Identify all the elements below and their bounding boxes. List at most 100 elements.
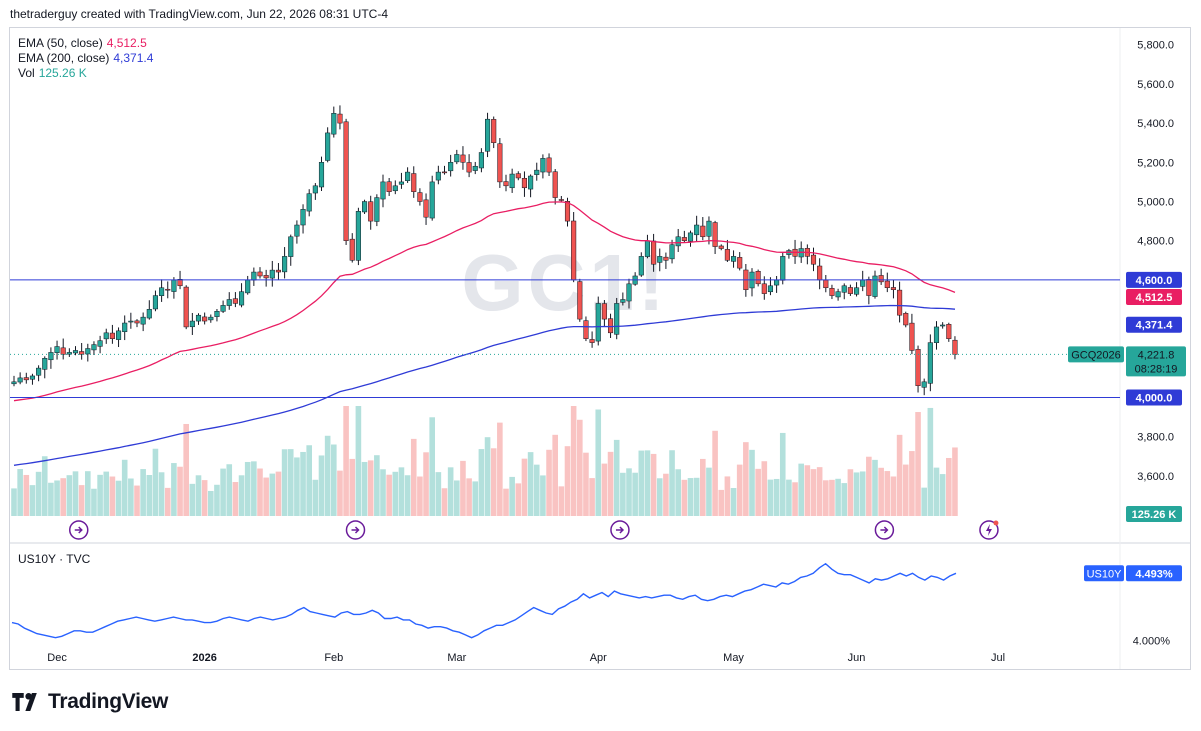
candle-body bbox=[355, 211, 361, 261]
notification-dot bbox=[993, 520, 999, 526]
candle-body bbox=[331, 113, 337, 135]
volume-bar bbox=[318, 455, 325, 516]
candle-body bbox=[485, 118, 491, 152]
candle-body bbox=[226, 299, 232, 306]
candle-body bbox=[177, 279, 183, 287]
volume-bar bbox=[663, 473, 669, 516]
candle-body bbox=[675, 236, 681, 247]
volume-bar bbox=[890, 476, 897, 516]
candle-body bbox=[712, 222, 718, 247]
candle-body bbox=[540, 158, 546, 173]
volume-bar bbox=[835, 478, 841, 516]
volume-bar bbox=[656, 478, 663, 516]
event-icon[interactable] bbox=[345, 520, 366, 540]
volume-bar bbox=[140, 469, 146, 516]
volume-bar bbox=[552, 434, 558, 516]
candle-body bbox=[595, 303, 601, 342]
volume-bar bbox=[447, 467, 454, 516]
volume-bar bbox=[281, 449, 288, 516]
volume-bar bbox=[41, 456, 48, 516]
legend-vol[interactable]: Vol 125.26 K bbox=[18, 66, 153, 81]
x-tick-label: Mar bbox=[447, 652, 466, 664]
volume-bar bbox=[60, 478, 66, 516]
candle-body bbox=[220, 305, 226, 312]
volume-bar bbox=[214, 484, 220, 516]
us10y-legend[interactable]: US10Y · TVC bbox=[18, 552, 91, 566]
candle-body bbox=[85, 348, 91, 355]
candle-body bbox=[251, 271, 257, 281]
x-tick-label: Dec bbox=[47, 652, 67, 664]
event-icon[interactable] bbox=[874, 520, 895, 540]
legend-ema50[interactable]: EMA (50, close) 4,512.5 bbox=[18, 36, 153, 51]
volume-bar bbox=[441, 488, 448, 516]
candle-body bbox=[903, 313, 909, 326]
volume-bar bbox=[515, 483, 522, 516]
candle-body bbox=[915, 349, 921, 386]
candle-body bbox=[79, 351, 85, 355]
volume-bar bbox=[35, 471, 42, 516]
candle-body bbox=[171, 279, 177, 292]
y-tick-label: 3,600.0 bbox=[1137, 471, 1174, 483]
volume-bar bbox=[829, 479, 835, 516]
candle-body bbox=[398, 181, 404, 185]
event-icon[interactable] bbox=[610, 520, 630, 540]
candle-body bbox=[263, 275, 269, 279]
candle-body bbox=[368, 201, 374, 222]
volume-bar bbox=[201, 480, 208, 516]
volume-bar bbox=[859, 471, 866, 516]
volume-bar bbox=[687, 478, 694, 516]
candle-body bbox=[638, 256, 644, 276]
candle-body bbox=[774, 279, 780, 286]
volume-bar bbox=[952, 447, 958, 516]
volume-bar bbox=[484, 437, 491, 516]
tradingview-logo[interactable]: TradingView bbox=[12, 690, 168, 714]
volume-bar bbox=[404, 475, 411, 516]
candle-body bbox=[657, 256, 663, 263]
volume-bar bbox=[238, 475, 245, 516]
event-icon[interactable] bbox=[69, 520, 89, 540]
candle-body bbox=[318, 162, 325, 188]
volume-bar bbox=[878, 467, 884, 516]
candle-body bbox=[29, 375, 35, 380]
us10y-symbol-label: US10Y bbox=[1087, 568, 1123, 580]
candle-body bbox=[460, 154, 466, 163]
candle-body bbox=[626, 283, 632, 302]
candle-body bbox=[571, 220, 577, 281]
event-markers[interactable] bbox=[69, 520, 999, 540]
legend-ema200-value: 4,371.4 bbox=[113, 51, 154, 65]
candle-body bbox=[423, 199, 429, 218]
volume-bar bbox=[650, 453, 657, 516]
volume-bar bbox=[226, 464, 233, 516]
candle-body bbox=[847, 287, 853, 294]
volume-bar bbox=[767, 479, 774, 516]
volume-bar bbox=[558, 486, 565, 516]
volume-bar bbox=[128, 478, 134, 516]
volume-bar bbox=[564, 446, 571, 516]
volume-bar bbox=[527, 452, 534, 516]
candle-body bbox=[620, 299, 626, 303]
volume-bar bbox=[454, 480, 460, 516]
volume-bar bbox=[884, 471, 891, 516]
candle-body bbox=[780, 256, 786, 281]
volume-bar bbox=[269, 473, 276, 516]
legend-ema200[interactable]: EMA (200, close) 4,371.4 bbox=[18, 51, 153, 66]
candle-body bbox=[392, 185, 398, 192]
event-icon[interactable] bbox=[979, 520, 999, 540]
ema50-line bbox=[13, 201, 956, 402]
candle-body bbox=[152, 295, 158, 310]
volume-bar bbox=[17, 469, 23, 516]
candle-body bbox=[380, 181, 386, 200]
candle-body bbox=[841, 285, 847, 293]
y-tick-label: 5,000.0 bbox=[1137, 197, 1174, 209]
volume-bar bbox=[909, 451, 915, 516]
volume-bar bbox=[540, 475, 546, 516]
candle-body bbox=[546, 157, 552, 173]
volume-bar bbox=[195, 475, 202, 516]
candle-body bbox=[718, 245, 724, 249]
volume-bar bbox=[644, 450, 651, 516]
volume-bar bbox=[429, 417, 435, 516]
candle-body bbox=[312, 185, 318, 194]
volume-bar bbox=[251, 461, 257, 516]
x-tick-label: May bbox=[723, 652, 744, 664]
